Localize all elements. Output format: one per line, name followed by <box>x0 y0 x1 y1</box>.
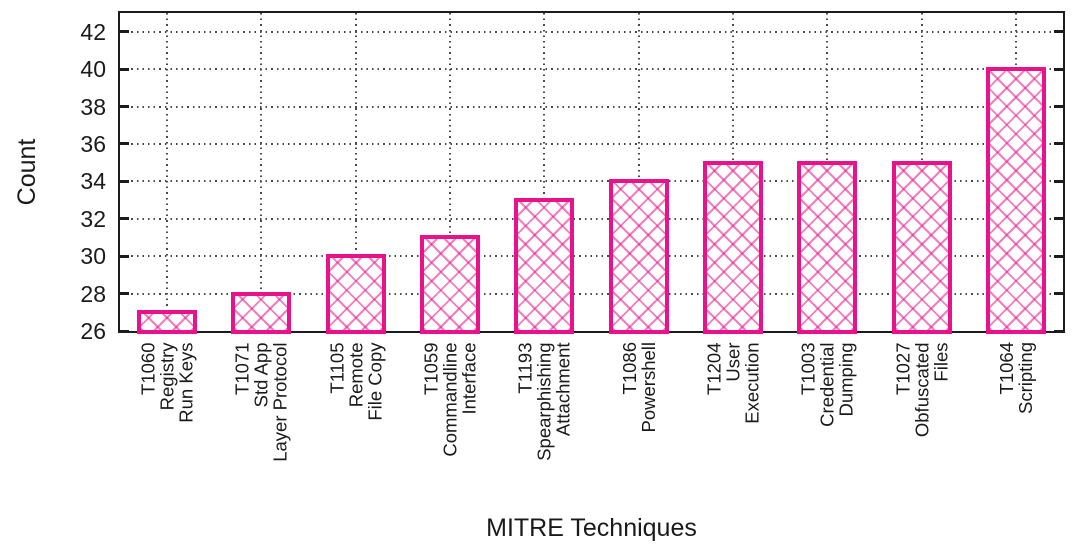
horizontal-gridline <box>120 142 1063 145</box>
y-tick-label: 38 <box>80 93 106 120</box>
bar-T1193 <box>514 198 575 334</box>
y-tick-mark <box>1054 179 1063 183</box>
y-tick-mark <box>120 105 129 109</box>
x-tick-label-T1204: T1204 User Execution <box>703 342 763 424</box>
y-tick-label: 40 <box>80 56 106 83</box>
x-tick-label-T1105: T1105 Remote File Copy <box>326 342 386 421</box>
x-axis-title: MITRE Techniques <box>486 514 697 542</box>
y-tick-mark <box>120 292 129 296</box>
bar-T1071 <box>231 291 292 334</box>
y-tick-label: 28 <box>80 280 106 307</box>
x-tick-label-T1193: T1193 Spearphishing Attachment <box>514 342 574 461</box>
x-tick-label-T1086: T1086 Powershell <box>618 342 659 433</box>
y-tick-label: 30 <box>80 243 106 270</box>
y-tick-mark <box>120 329 129 333</box>
y-tick-mark <box>1054 67 1063 71</box>
y-tick-label: 34 <box>80 168 106 195</box>
y-tick-label: 36 <box>80 130 106 157</box>
bar-T1027 <box>891 160 952 334</box>
horizontal-gridline <box>120 217 1063 220</box>
vertical-gridline <box>637 13 640 331</box>
y-tick-mark <box>120 217 129 221</box>
horizontal-gridline <box>120 180 1063 183</box>
x-tick-label-T1060: T1060 Registry Run Keys <box>137 342 197 423</box>
vertical-gridline <box>354 13 357 331</box>
x-tick-label-T1064: T1064 Scripting <box>995 342 1036 414</box>
horizontal-gridline <box>120 68 1063 71</box>
vertical-gridline <box>543 13 546 331</box>
y-tick-label: 26 <box>80 318 106 344</box>
y-axis-title: Count <box>13 138 41 206</box>
y-tick-mark <box>1054 142 1063 146</box>
y-tick-mark <box>120 179 129 183</box>
bar-T1204 <box>702 160 763 334</box>
vertical-gridline <box>260 13 263 331</box>
horizontal-gridline <box>120 255 1063 258</box>
plot-area <box>118 11 1065 334</box>
y-tick-mark <box>120 142 129 146</box>
bar-T1105 <box>325 254 386 334</box>
vertical-gridline <box>166 13 169 331</box>
bar-T1060 <box>137 310 198 334</box>
y-tick-label: 42 <box>80 18 106 45</box>
bar-T1003 <box>797 160 858 334</box>
bar-T1059 <box>420 235 481 334</box>
x-tick-label-T1071: T1071 Std App Layer Protocol <box>231 342 291 462</box>
horizontal-gridline <box>120 30 1063 33</box>
y-tick-mark <box>1054 292 1063 296</box>
y-tick-mark <box>120 30 129 34</box>
y-tick-mark <box>120 67 129 71</box>
vertical-gridline <box>449 13 452 331</box>
x-tick-label-T1059: T1059 Commandline Interface <box>420 342 480 457</box>
x-tick-label-T1003: T1003 Credential Dumping <box>797 342 857 427</box>
y-tick-mark <box>1054 217 1063 221</box>
y-tick-mark <box>1054 30 1063 34</box>
y-tick-mark <box>1054 254 1063 258</box>
x-tick-label-T1027: T1027 Obfuscated Files <box>892 342 952 437</box>
horizontal-gridline <box>120 292 1063 295</box>
y-tick-mark <box>1054 105 1063 109</box>
bar-T1064 <box>985 67 1046 334</box>
y-tick-mark <box>1054 329 1063 333</box>
bar-T1086 <box>608 179 669 334</box>
y-tick-label: 32 <box>80 205 106 232</box>
horizontal-gridline <box>120 105 1063 108</box>
y-tick-mark <box>120 254 129 258</box>
